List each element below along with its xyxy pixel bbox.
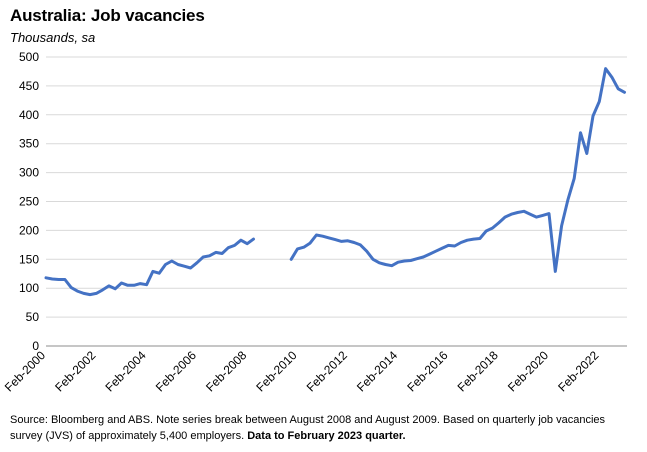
series-lines: [44, 67, 626, 297]
y-tick-label: 350: [19, 137, 39, 151]
x-tick-label: Feb-2014: [354, 348, 400, 394]
x-tick-label: Feb-2002: [52, 348, 98, 394]
x-tick-label: Feb-2008: [203, 348, 249, 394]
series-line: [44, 237, 255, 297]
x-tick-label: Feb-2020: [505, 348, 551, 394]
x-tick-label: Feb-2012: [304, 348, 350, 394]
chart-title: Australia: Job vacancies: [10, 6, 205, 25]
y-tick-label: 450: [19, 79, 39, 93]
x-tick-label: Feb-2000: [2, 348, 48, 394]
x-tick-label: Feb-2022: [555, 348, 601, 394]
y-tick-label: 200: [19, 223, 39, 237]
y-tick-label: 50: [26, 310, 40, 324]
source-note: Source: Bloomberg and ABS. Note series b…: [10, 412, 640, 444]
y-tick-label: 150: [19, 252, 39, 266]
x-tick-label: Feb-2004: [103, 348, 149, 394]
series-line: [289, 67, 626, 273]
source-note-text: Source: Bloomberg and ABS. Note series b…: [10, 414, 605, 442]
y-axis-ticks: 0 50 100 150 200 250 300 350 400 450 500: [19, 50, 39, 353]
y-tick-label: 0: [32, 339, 39, 353]
x-tick-label: Feb-2016: [404, 348, 450, 394]
chart-subtitle: Thousands, sa: [10, 30, 96, 45]
x-axis-ticks: Feb-2000 Feb-2002 Feb-2004 Feb-2006 Feb-2008…: [2, 348, 602, 394]
gridlines: [46, 56, 627, 318]
y-tick-label: 500: [19, 50, 39, 64]
y-tick-label: 250: [19, 195, 39, 209]
y-tick-label: 300: [19, 166, 39, 180]
source-note-bold: Data to February 2023 quarter.: [247, 430, 406, 442]
y-tick-label: 100: [19, 281, 39, 295]
y-tick-label: 400: [19, 108, 39, 122]
x-tick-label: Feb-2018: [455, 348, 501, 394]
x-tick-label: Feb-2010: [253, 348, 299, 394]
x-tick-label: Feb-2006: [153, 348, 199, 394]
